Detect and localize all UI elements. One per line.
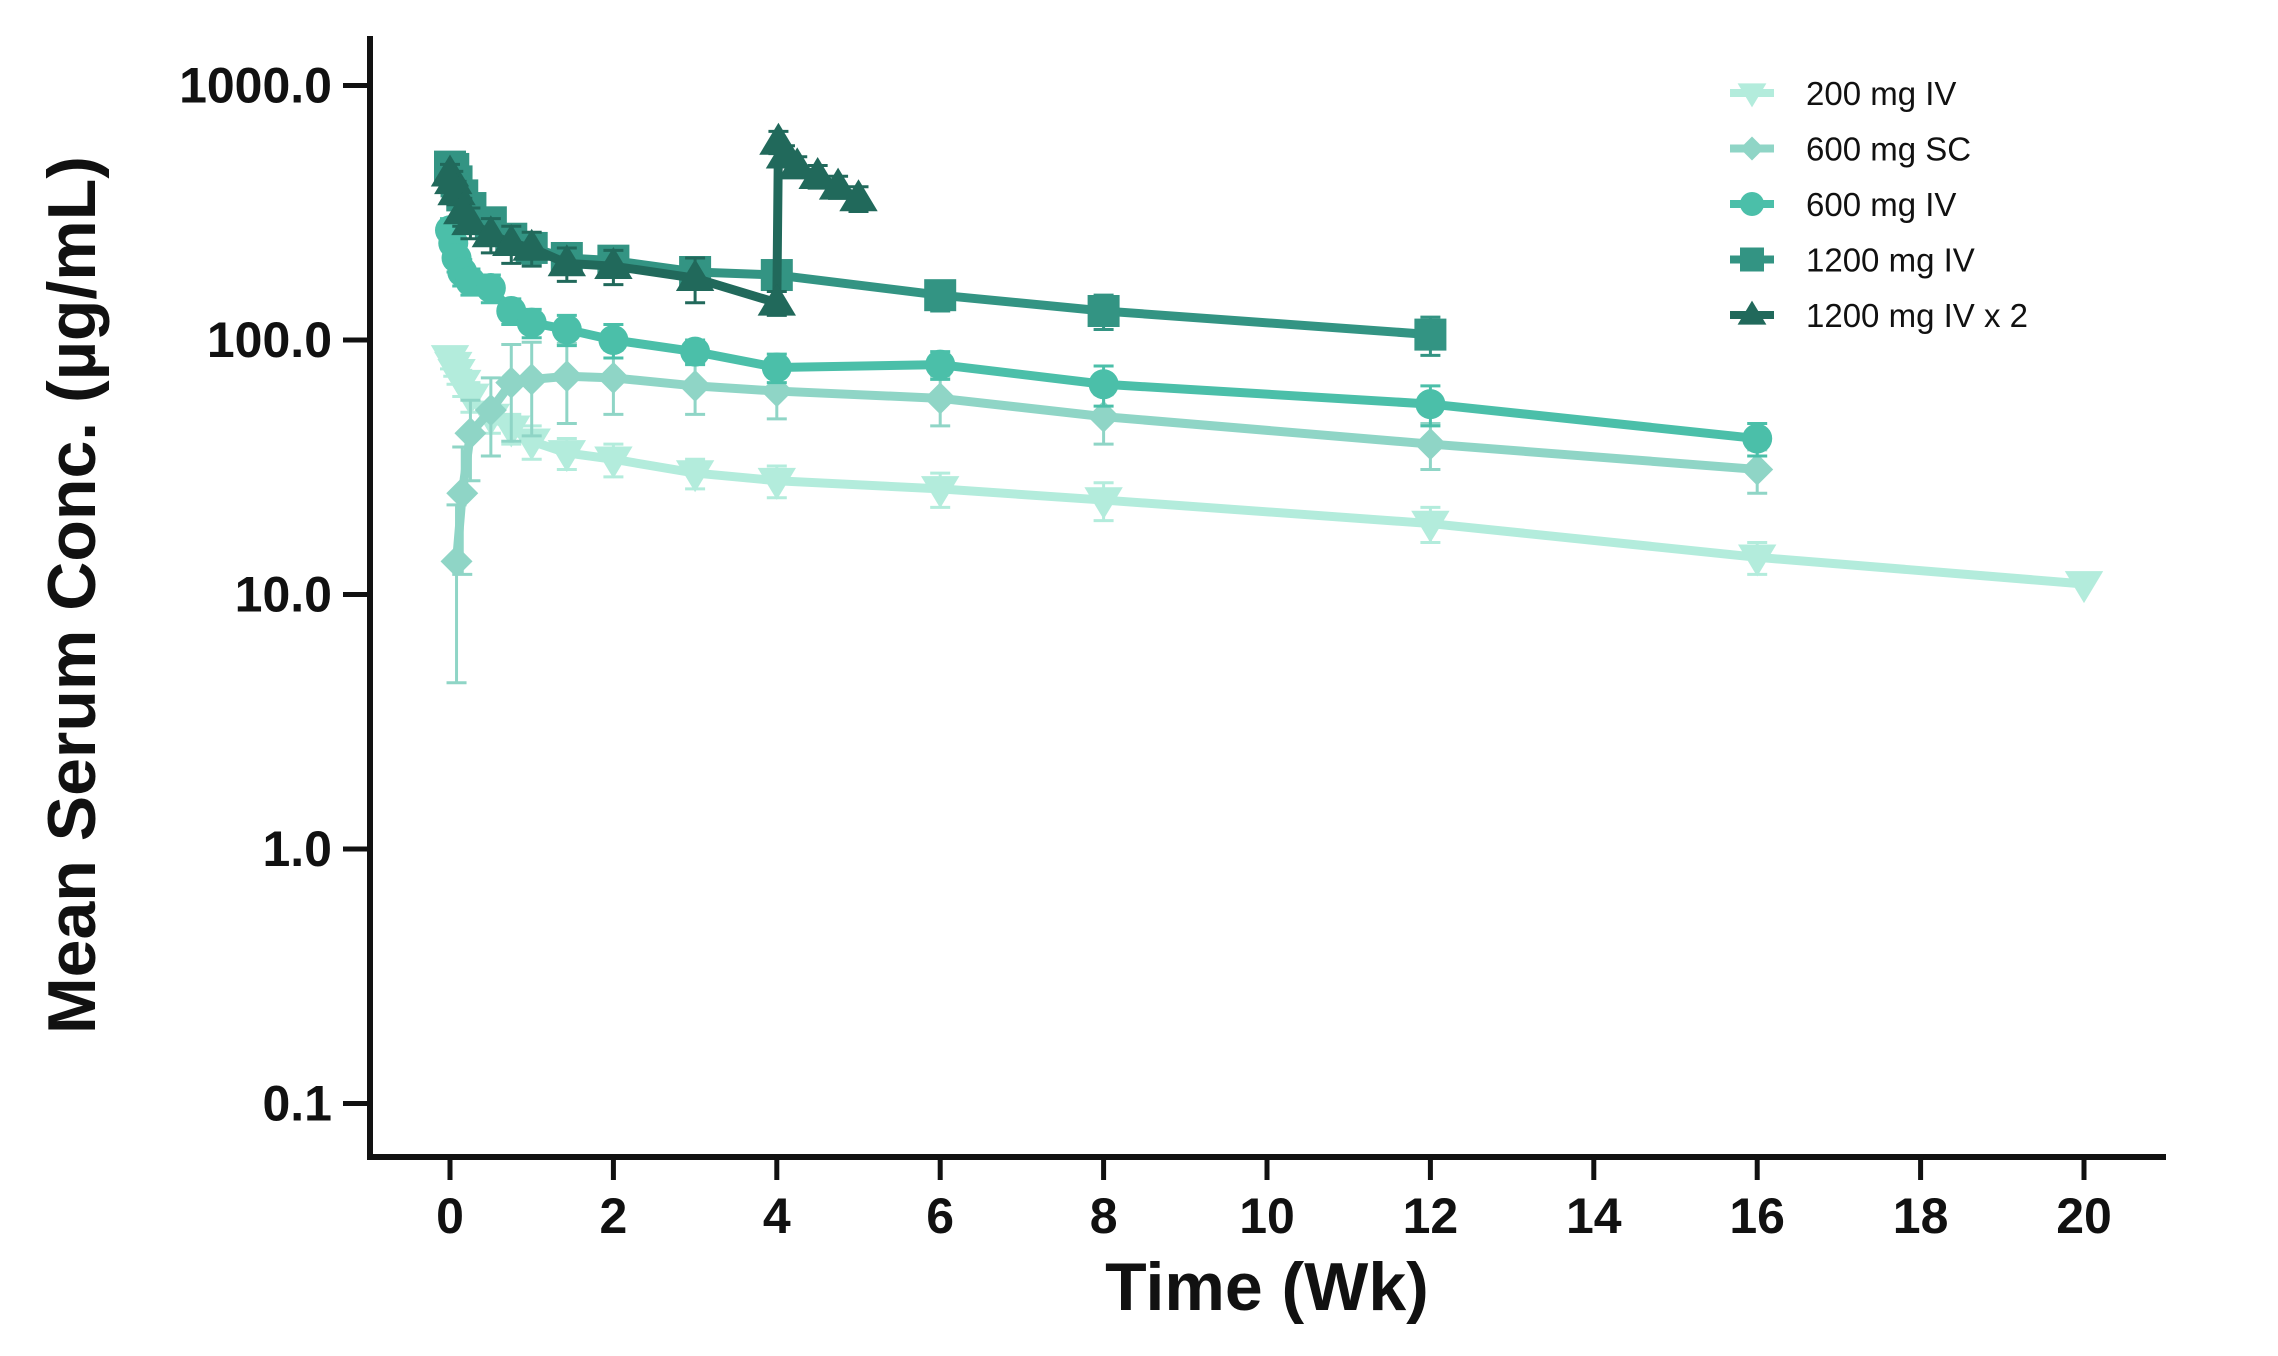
data-point	[1737, 83, 1767, 108]
data-point	[2064, 571, 2104, 604]
series-600-mg-iv	[435, 215, 1773, 458]
series-1200-mg-iv-x-2	[430, 122, 878, 317]
data-point	[757, 467, 796, 500]
plot-area	[430, 122, 2104, 685]
legend-item: 200 mg IV	[1730, 75, 1956, 112]
data-point	[924, 382, 957, 415]
data-point	[778, 147, 817, 180]
y-tick-label: 10.0	[235, 567, 332, 623]
data-point	[1411, 510, 1450, 543]
x-tick-label: 18	[1893, 1188, 1949, 1244]
legend: 200 mg IV 600 mg SC 600 mg IV 1200 mg IV 120…	[1730, 75, 2028, 334]
data-point	[451, 203, 490, 236]
data-point	[1087, 295, 1120, 328]
data-point	[474, 394, 507, 427]
data-point	[597, 361, 630, 394]
data-point	[757, 283, 796, 316]
legend-label: 200 mg IV	[1806, 75, 1956, 112]
data-point	[924, 279, 957, 312]
data-point	[446, 477, 479, 510]
data-point	[515, 363, 548, 396]
x-tick-label: 12	[1403, 1188, 1459, 1244]
data-point	[921, 476, 960, 509]
x-tick-label: 8	[1090, 1188, 1118, 1244]
legend-item: 1200 mg IV	[1730, 242, 1975, 279]
data-point	[550, 360, 583, 393]
data-point	[471, 215, 511, 248]
y-tick-label: 1000.0	[179, 58, 332, 114]
data-point	[1088, 369, 1119, 400]
data-point	[798, 157, 837, 190]
data-point	[675, 460, 715, 493]
legend-item: 600 mg IV	[1730, 186, 1956, 223]
data-point	[495, 366, 528, 399]
data-point	[440, 545, 473, 578]
x-tick-label: 6	[926, 1188, 954, 1244]
data-point	[547, 440, 587, 473]
data-point	[761, 352, 792, 383]
data-point	[1740, 247, 1764, 272]
data-point	[680, 336, 711, 367]
data-point	[594, 246, 633, 279]
data-point	[925, 349, 956, 380]
data-point	[454, 417, 487, 450]
legend-label: 600 mg IV	[1806, 186, 1956, 223]
data-point	[1087, 400, 1120, 433]
data-point	[1741, 453, 1774, 486]
legend-label: 1200 mg IV x 2	[1806, 297, 2028, 334]
x-tick-label: 16	[1729, 1188, 1785, 1244]
data-point	[1737, 300, 1767, 325]
x-ticks: 0 2 4 6 8 10 12 14 16 18 20	[436, 1157, 2112, 1244]
legend-label: 1200 mg IV	[1806, 242, 1975, 279]
data-point	[598, 325, 629, 355]
data-point	[1738, 544, 1777, 577]
legend-label: 600 mg SC	[1806, 131, 1971, 168]
legend-item: 600 mg SC	[1730, 131, 1971, 168]
y-ticks: 0.1 1.0 10.0 100.0 1000.0	[179, 58, 370, 1132]
data-point	[1415, 389, 1446, 420]
y-axis-label: Mean Serum Conc. (µg/mL)	[34, 156, 110, 1034]
data-point	[1414, 318, 1447, 351]
data-point	[594, 446, 633, 479]
x-tick-label: 10	[1239, 1188, 1295, 1244]
x-tick-label: 14	[1566, 1188, 1622, 1244]
x-axis-label: Time (Wk)	[1105, 1249, 1429, 1325]
data-point	[516, 307, 547, 338]
data-point	[1740, 192, 1764, 216]
series-1200-mg-iv	[434, 150, 1447, 357]
data-point	[818, 167, 858, 200]
y-tick-label: 100.0	[207, 312, 332, 368]
data-point	[1740, 136, 1764, 161]
x-tick-label: 20	[2056, 1188, 2112, 1244]
data-point	[1084, 487, 1123, 520]
legend-item: 1200 mg IV x 2	[1730, 297, 2028, 334]
data-point	[551, 314, 582, 345]
data-point	[1742, 423, 1773, 454]
data-point	[675, 258, 715, 291]
data-point	[437, 173, 476, 206]
x-tick-label: 2	[599, 1188, 627, 1244]
x-tick-label: 0	[436, 1188, 464, 1244]
data-point	[547, 244, 587, 277]
data-point	[1414, 428, 1447, 461]
data-point	[679, 369, 712, 402]
x-tick-label: 4	[763, 1188, 791, 1244]
y-tick-label: 1.0	[262, 821, 332, 877]
data-point	[839, 179, 878, 212]
y-tick-label: 0.1	[262, 1076, 332, 1132]
data-point	[475, 273, 506, 304]
data-point	[512, 228, 551, 261]
